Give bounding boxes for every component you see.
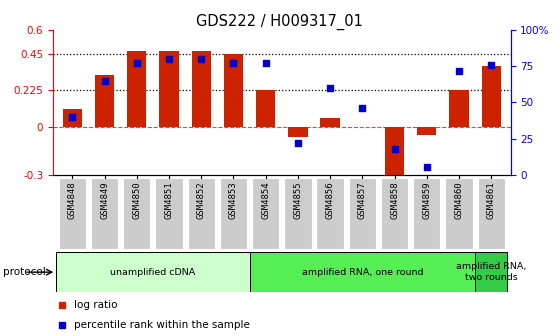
Point: [261, 61, 270, 66]
Bar: [288, 127, 307, 137]
Point: [132, 61, 141, 66]
FancyBboxPatch shape: [252, 178, 280, 249]
Bar: [127, 51, 146, 127]
FancyBboxPatch shape: [381, 178, 408, 249]
Point: [487, 62, 496, 68]
Text: GSM4848: GSM4848: [68, 181, 77, 219]
Bar: [191, 51, 211, 127]
Bar: [62, 109, 82, 127]
Bar: [320, 118, 340, 127]
Text: GSM4860: GSM4860: [455, 181, 464, 219]
Bar: [417, 127, 436, 135]
Bar: [56, 252, 249, 292]
Point: [455, 68, 464, 73]
Text: GSM4861: GSM4861: [487, 181, 496, 219]
FancyBboxPatch shape: [187, 178, 215, 249]
Text: GSM4852: GSM4852: [197, 181, 206, 219]
Text: GSM4856: GSM4856: [326, 181, 335, 219]
Text: amplified RNA, one round: amplified RNA, one round: [301, 268, 423, 277]
Bar: [160, 51, 179, 127]
Point: [229, 61, 238, 66]
Bar: [475, 252, 507, 292]
Text: log ratio: log ratio: [74, 300, 117, 310]
Bar: [95, 75, 114, 127]
Text: GSM4854: GSM4854: [261, 181, 270, 219]
FancyBboxPatch shape: [316, 178, 344, 249]
FancyBboxPatch shape: [445, 178, 473, 249]
Point: [422, 165, 431, 170]
FancyBboxPatch shape: [155, 178, 182, 249]
Text: GSM4857: GSM4857: [358, 181, 367, 219]
FancyBboxPatch shape: [123, 178, 151, 249]
FancyBboxPatch shape: [220, 178, 247, 249]
Point: [358, 106, 367, 111]
Point: [165, 56, 174, 62]
Point: [390, 146, 399, 152]
Point: [294, 140, 302, 145]
Text: GDS222 / H009317_01: GDS222 / H009317_01: [195, 13, 363, 30]
Point: [100, 78, 109, 84]
FancyBboxPatch shape: [59, 178, 86, 249]
Bar: [224, 53, 243, 127]
Text: amplified RNA,
two rounds: amplified RNA, two rounds: [456, 262, 526, 282]
FancyBboxPatch shape: [349, 178, 376, 249]
Bar: [256, 90, 275, 127]
Bar: [385, 127, 404, 183]
Text: GSM4859: GSM4859: [422, 181, 431, 219]
Point: [68, 114, 77, 120]
FancyBboxPatch shape: [413, 178, 440, 249]
Bar: [249, 252, 475, 292]
Point: [326, 85, 335, 91]
Text: GSM4850: GSM4850: [132, 181, 141, 219]
Text: protocol: protocol: [3, 267, 46, 277]
Text: GSM4851: GSM4851: [165, 181, 174, 219]
Text: GSM4853: GSM4853: [229, 181, 238, 219]
Point: [197, 56, 206, 62]
Text: unamplified cDNA: unamplified cDNA: [110, 268, 195, 277]
Bar: [449, 90, 469, 127]
FancyBboxPatch shape: [478, 178, 505, 249]
Text: percentile rank within the sample: percentile rank within the sample: [74, 320, 249, 330]
Text: GSM4855: GSM4855: [294, 181, 302, 219]
Bar: [482, 66, 501, 127]
FancyBboxPatch shape: [91, 178, 118, 249]
FancyBboxPatch shape: [284, 178, 311, 249]
Text: GSM4849: GSM4849: [100, 181, 109, 219]
Text: GSM4858: GSM4858: [390, 181, 399, 219]
